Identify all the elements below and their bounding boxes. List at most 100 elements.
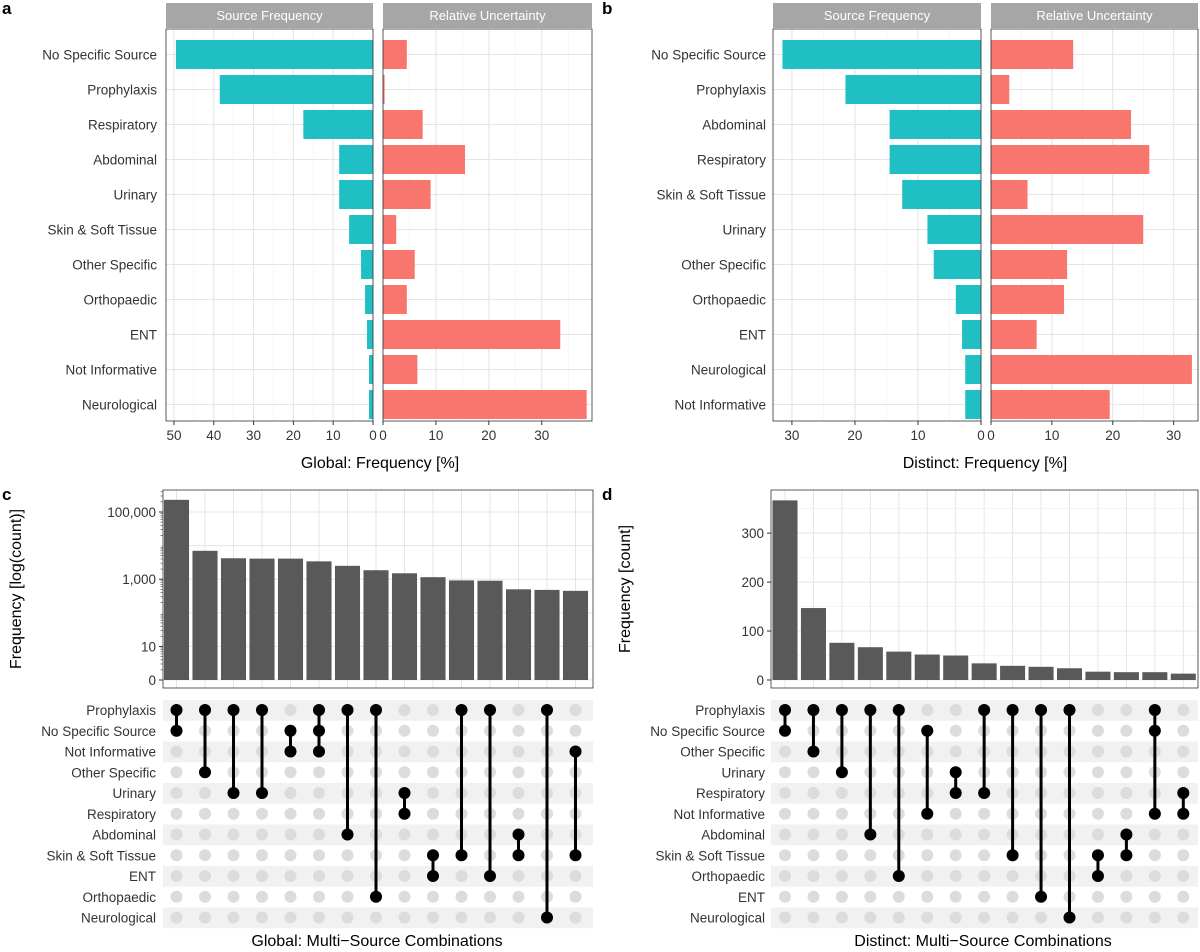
matrix-dot-inactive (864, 870, 877, 882)
matrix-dot-active (1177, 807, 1190, 820)
matrix-dot-inactive (1120, 704, 1133, 716)
bar (383, 215, 397, 244)
matrix-dot-active (1148, 724, 1161, 737)
tick-label: 300 (741, 526, 764, 541)
matrix-dot-inactive (1091, 787, 1104, 799)
matrix-dot-inactive (921, 911, 934, 924)
matrix-dot-active (484, 870, 496, 882)
matrix-dot-active (313, 724, 325, 737)
matrix-dot-active (398, 807, 411, 820)
chart-panel-a: No Specific Source Prophylaxis Respiratory… (42, 3, 593, 472)
matrix-dot-inactive (284, 704, 297, 716)
bar (800, 608, 826, 680)
matrix-dot-inactive (256, 870, 268, 882)
matrix-dot-inactive (978, 890, 991, 903)
matrix-dot-active (779, 724, 791, 737)
matrix-dot-active (1177, 787, 1190, 799)
bar (249, 558, 275, 680)
matrix-dot-inactive (1091, 745, 1104, 758)
matrix-dot-inactive (864, 890, 877, 903)
category-label: Neurological (691, 363, 766, 378)
matrix-dot-inactive (341, 890, 354, 903)
matrix-dot-inactive (835, 911, 848, 924)
bar (448, 580, 475, 680)
bar (1000, 665, 1026, 680)
matrix-dot-inactive (512, 870, 525, 882)
matrix-dot-inactive (1120, 745, 1133, 758)
matrix-dot-inactive (835, 787, 848, 799)
matrix-dot-inactive (1120, 890, 1133, 903)
matrix-dot-inactive (1148, 911, 1161, 924)
matrix-dot-active (313, 704, 325, 716)
matrix-dot-inactive (455, 890, 468, 903)
matrix-dot-inactive (256, 911, 268, 924)
category-label: No Specific Source (42, 48, 157, 63)
tick-label: 50 (166, 428, 181, 443)
facet-strip-label: Relative Uncertainty (429, 8, 546, 23)
category-label: Other Specific (72, 258, 157, 273)
matrix-dot-inactive (978, 849, 991, 862)
matrix-dot-active (921, 724, 934, 737)
matrix-dot-inactive (807, 870, 820, 882)
matrix-dot-inactive (313, 890, 325, 903)
panel-letter-c: c (2, 485, 11, 504)
matrix-dot-inactive (1177, 704, 1190, 716)
matrix-dot-inactive (170, 870, 183, 882)
bar (349, 215, 373, 244)
matrix-dot-inactive (427, 724, 439, 737)
matrix-dot-active (569, 849, 582, 862)
facet-strip (773, 3, 981, 28)
matrix-dot-inactive (484, 911, 496, 924)
tick-label: 0 (756, 673, 764, 688)
matrix-dot-inactive (1177, 870, 1190, 882)
tick-label: 10 (141, 639, 156, 654)
matrix-dot-inactive (313, 766, 325, 779)
x-axis-title: Distinct: Multi−Source Combinations (854, 933, 1111, 950)
bar (339, 145, 373, 174)
matrix-dot-inactive (835, 828, 848, 841)
matrix-dot-inactive (398, 870, 411, 882)
matrix-dot-inactive (170, 849, 183, 862)
matrix-dot-active (1120, 828, 1133, 841)
set-label: Not Informative (673, 807, 765, 822)
matrix-dot-inactive (170, 807, 183, 820)
matrix-dot-inactive (455, 911, 468, 924)
matrix-dot-inactive (779, 766, 791, 779)
matrix-dot-inactive (199, 787, 211, 799)
matrix-dot-inactive (1006, 890, 1019, 903)
matrix-dot-inactive (398, 724, 411, 737)
matrix-dot-inactive (1091, 911, 1104, 924)
facet-strip-label: Source Frequency (824, 8, 931, 23)
matrix-dot-inactive (427, 704, 439, 716)
bar (1056, 668, 1083, 680)
matrix-dot-inactive (256, 890, 268, 903)
matrix-dot-active (864, 828, 877, 841)
bar (534, 589, 560, 680)
bar (991, 215, 1144, 244)
tick-label: 10 (910, 428, 925, 443)
bar (955, 285, 981, 314)
matrix-dot-active (779, 704, 791, 716)
y-axis-title: Frequency [count] (617, 525, 634, 653)
bar (383, 180, 431, 209)
matrix-dot-inactive (1177, 766, 1190, 779)
matrix-dot-active (455, 849, 468, 862)
matrix-dot-inactive (779, 870, 791, 882)
bar (505, 589, 532, 680)
matrix-dot-inactive (512, 766, 525, 779)
set-label: Other Specific (71, 765, 156, 780)
matrix-dot-inactive (512, 787, 525, 799)
tick-label: 100 (741, 624, 764, 639)
bar (991, 390, 1110, 419)
category-label: Neurological (82, 398, 157, 413)
matrix-dot-active (864, 704, 877, 716)
matrix-dot-inactive (1120, 724, 1133, 737)
bar (367, 320, 373, 349)
matrix-dot-inactive (199, 828, 211, 841)
matrix-dot-inactive (313, 870, 325, 882)
matrix-dot-inactive (1120, 911, 1133, 924)
matrix-dot-inactive (949, 828, 962, 841)
matrix-dot-inactive (921, 870, 934, 882)
matrix-dot-inactive (427, 745, 439, 758)
category-label: Orthopaedic (83, 293, 157, 308)
